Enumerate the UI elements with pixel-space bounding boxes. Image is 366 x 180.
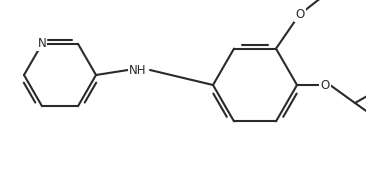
Text: O: O — [295, 8, 305, 21]
Text: O: O — [320, 78, 330, 91]
Text: NH: NH — [129, 64, 147, 76]
Text: N: N — [38, 37, 46, 50]
